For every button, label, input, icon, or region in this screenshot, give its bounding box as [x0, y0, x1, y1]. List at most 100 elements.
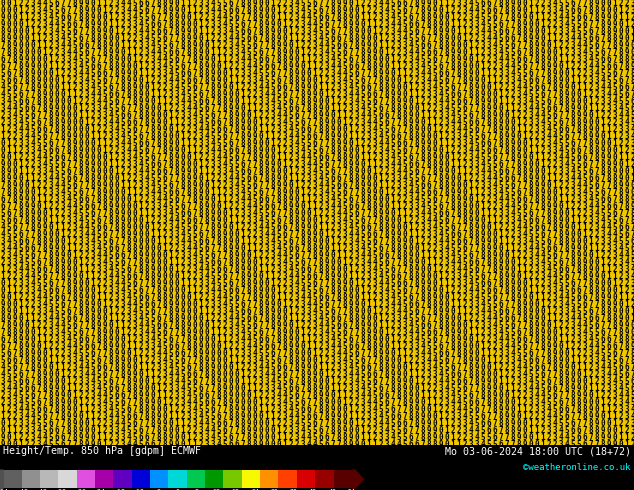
Text: 8: 8: [522, 167, 527, 176]
Text: 5: 5: [175, 202, 179, 211]
Text: 5: 5: [534, 377, 540, 386]
Text: 0: 0: [133, 62, 138, 71]
Text: 3: 3: [139, 174, 143, 183]
Text: 7: 7: [444, 62, 450, 71]
Text: 2: 2: [145, 349, 150, 358]
Text: 8: 8: [463, 209, 467, 218]
Text: 2: 2: [175, 405, 179, 414]
Text: 3: 3: [235, 195, 239, 204]
Text: 6: 6: [559, 265, 564, 274]
Text: 7: 7: [522, 188, 527, 197]
Text: 7: 7: [397, 258, 401, 267]
Text: 3: 3: [186, 412, 191, 421]
Text: 5: 5: [487, 300, 491, 309]
Text: 6: 6: [186, 69, 191, 78]
Text: 3: 3: [427, 370, 431, 379]
Text: 8: 8: [271, 174, 275, 183]
Text: 1: 1: [301, 55, 306, 64]
Text: 3: 3: [631, 426, 634, 435]
Text: 0: 0: [61, 237, 65, 246]
Text: 0: 0: [271, 440, 275, 449]
Text: 2: 2: [541, 426, 545, 435]
Text: 0: 0: [217, 349, 221, 358]
Text: ©weatheronline.co.uk: ©weatheronline.co.uk: [523, 463, 631, 472]
Text: 1: 1: [283, 20, 287, 29]
Text: 6: 6: [619, 76, 623, 85]
Text: 1: 1: [241, 377, 245, 386]
Text: 7: 7: [133, 104, 138, 113]
Text: 5: 5: [198, 244, 204, 253]
Text: 2: 2: [354, 258, 359, 267]
Text: 3: 3: [522, 244, 527, 253]
Text: 2: 2: [361, 132, 365, 141]
Text: 4: 4: [259, 223, 263, 232]
Text: 6: 6: [577, 293, 581, 302]
Text: 7: 7: [313, 258, 317, 267]
Text: 4: 4: [198, 125, 204, 134]
Text: 0: 0: [534, 440, 540, 449]
Text: 2: 2: [127, 27, 131, 36]
Text: 0: 0: [139, 76, 143, 85]
Text: 4: 4: [271, 90, 275, 99]
Text: 9: 9: [169, 300, 173, 309]
Text: 1: 1: [235, 216, 239, 225]
Text: 4: 4: [217, 293, 221, 302]
Text: 2: 2: [487, 62, 491, 71]
Text: 8: 8: [499, 139, 503, 148]
Text: 4: 4: [469, 279, 474, 288]
Text: 6: 6: [25, 237, 29, 246]
Text: 0: 0: [18, 181, 23, 190]
Text: 8: 8: [577, 265, 581, 274]
Text: 6: 6: [210, 405, 216, 414]
Text: 3: 3: [264, 104, 269, 113]
Text: 3: 3: [612, 104, 618, 113]
Text: 4: 4: [451, 391, 455, 400]
Text: 3: 3: [18, 279, 23, 288]
Text: 7: 7: [229, 265, 233, 274]
Text: 3: 3: [505, 356, 509, 365]
Text: 7: 7: [108, 223, 113, 232]
Text: 4: 4: [276, 244, 281, 253]
Text: 5: 5: [283, 237, 287, 246]
Text: 8: 8: [13, 335, 17, 344]
Text: 5: 5: [276, 90, 281, 99]
Text: 9: 9: [631, 195, 634, 204]
Text: 5: 5: [157, 181, 161, 190]
Text: 8: 8: [18, 349, 23, 358]
Text: 8: 8: [145, 265, 150, 274]
Text: 5: 5: [91, 223, 95, 232]
Text: 0: 0: [631, 328, 634, 337]
Text: 9: 9: [79, 153, 83, 162]
Text: 1: 1: [120, 181, 126, 190]
Text: 0: 0: [235, 384, 239, 393]
Text: 2: 2: [607, 118, 611, 127]
Text: 6: 6: [169, 188, 173, 197]
Text: 8: 8: [456, 62, 462, 71]
Text: 2: 2: [235, 349, 239, 358]
Text: 6: 6: [415, 300, 419, 309]
Text: 5: 5: [624, 97, 630, 106]
Text: 7: 7: [181, 342, 185, 351]
Text: 8: 8: [451, 335, 455, 344]
Text: 0: 0: [565, 356, 569, 365]
Text: 2: 2: [139, 188, 143, 197]
Text: 2: 2: [571, 55, 575, 64]
Text: 2: 2: [55, 55, 60, 64]
Text: 4: 4: [319, 41, 323, 50]
Text: 4: 4: [97, 97, 101, 106]
Text: 3: 3: [205, 0, 209, 8]
Text: 5: 5: [607, 69, 611, 78]
Text: 3: 3: [169, 90, 173, 99]
Text: 3: 3: [463, 286, 467, 295]
Text: 6: 6: [235, 286, 239, 295]
Text: 1: 1: [456, 20, 462, 29]
Text: 9: 9: [361, 314, 365, 323]
Text: 8: 8: [120, 370, 126, 379]
Text: 6: 6: [241, 27, 245, 36]
Text: 1: 1: [522, 272, 527, 281]
Text: 2: 2: [631, 293, 634, 302]
Text: 4: 4: [37, 293, 41, 302]
Text: 7: 7: [631, 370, 634, 379]
Text: 9: 9: [139, 384, 143, 393]
Text: 3: 3: [366, 265, 372, 274]
